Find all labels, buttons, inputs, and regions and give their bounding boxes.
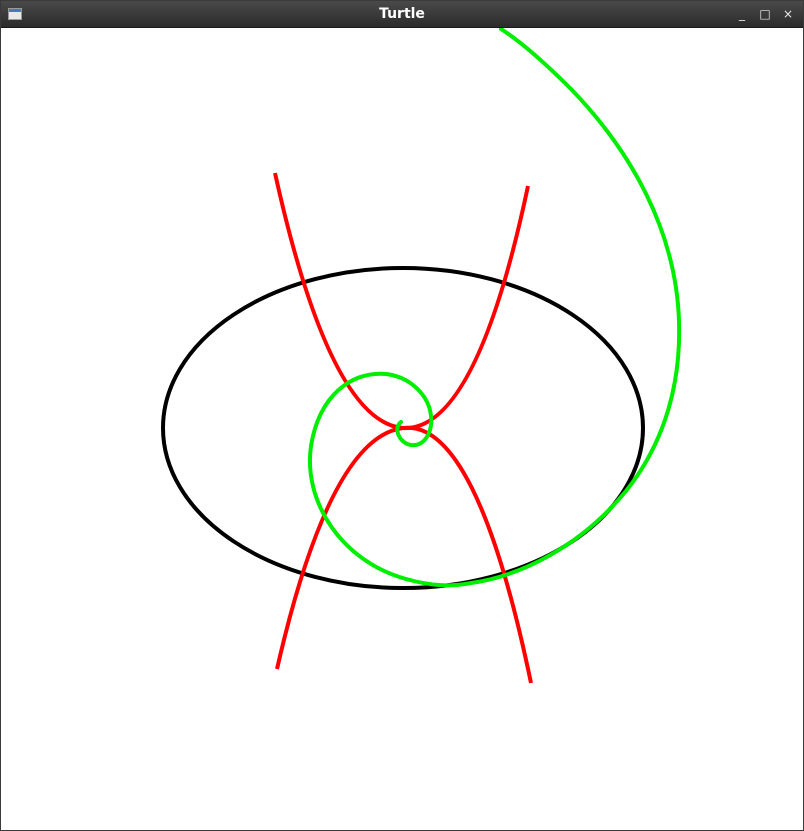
spiral-curve: [307, 28, 682, 588]
minimize-button[interactable]: _: [739, 7, 745, 21]
window-title: Turtle: [379, 6, 425, 22]
parabola-lower-curve: [275, 425, 533, 684]
close-button[interactable]: ×: [782, 7, 794, 21]
turtle-canvas: [161, 28, 682, 684]
ellipse-curve: [161, 266, 645, 590]
window-icon[interactable]: [8, 8, 22, 20]
maximize-button[interactable]: □: [759, 7, 771, 21]
title-bar[interactable]: Turtle _ □ ×: [1, 1, 803, 28]
parabola-upper-curve: [273, 172, 530, 431]
